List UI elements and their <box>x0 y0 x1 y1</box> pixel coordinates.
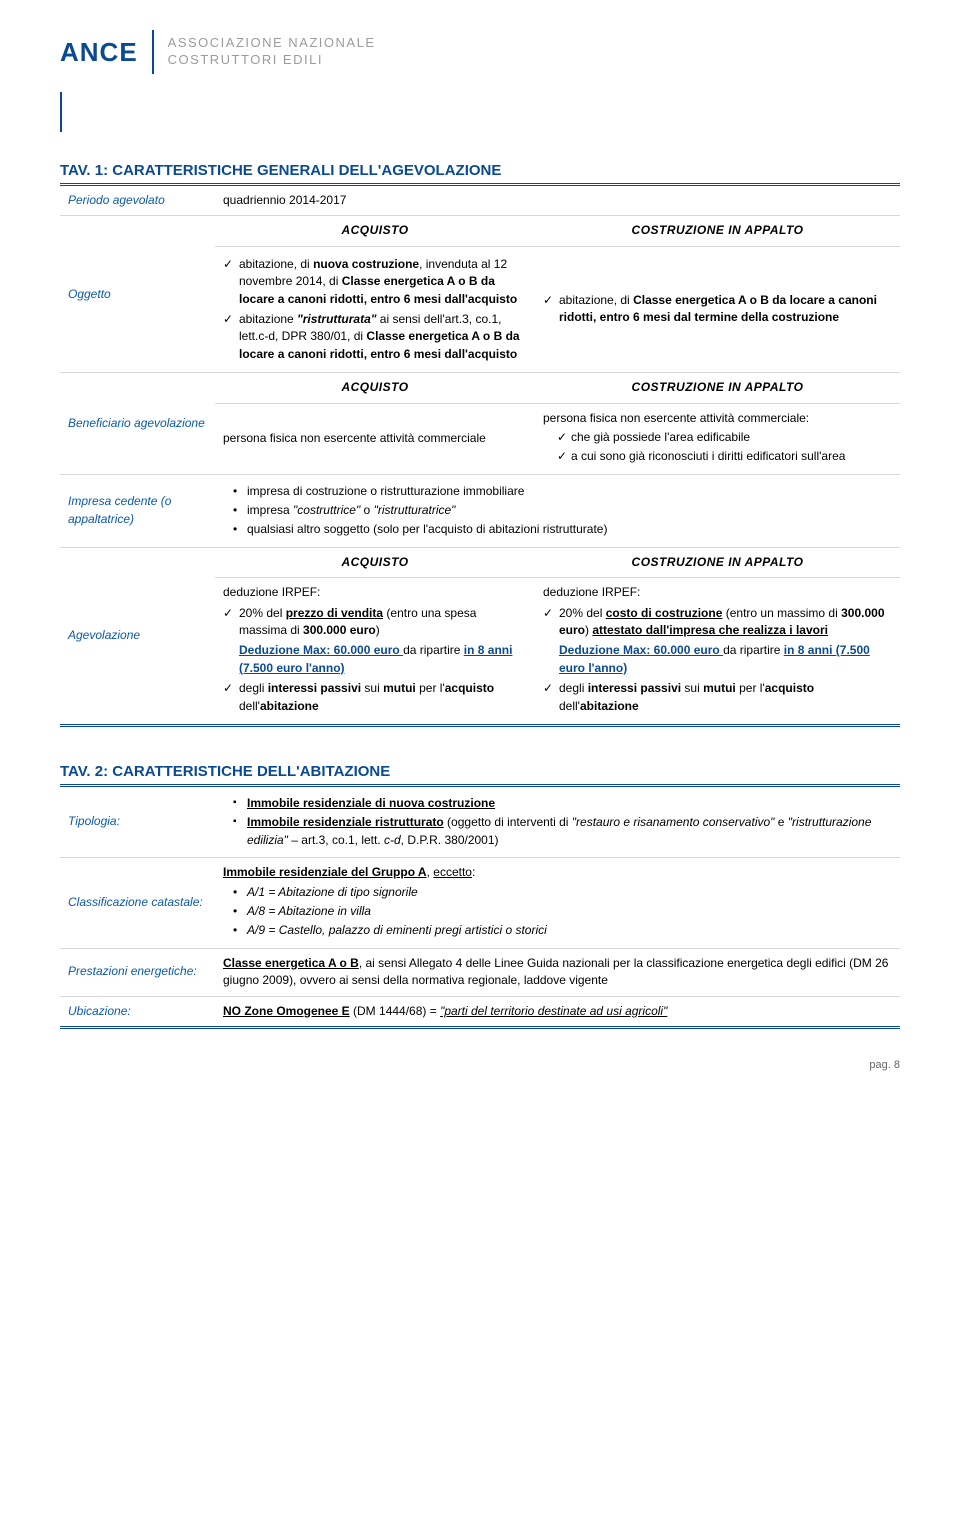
tav1-table: Periodo agevolato quadriennio 2014-2017 … <box>60 183 900 727</box>
brand-header: ANCE ASSOCIAZIONE NAZIONALE COSTRUTTORI … <box>60 0 900 84</box>
beneficiario-label: Beneficiario agevolazione <box>60 373 215 475</box>
classificazione-label: Classificazione catastale: <box>60 858 215 949</box>
periodo-value: quadriennio 2014-2017 <box>215 185 900 216</box>
agevolazione-right: deduzione IRPEF: 20% del costo di costru… <box>535 578 900 726</box>
impresa-list: impresa di costruzione o ristrutturazion… <box>215 474 900 547</box>
impresa-label: Impresa cedente (o appaltatrice) <box>60 474 215 547</box>
costruzione-head-2: COSTRUZIONE IN APPALTO <box>535 373 900 403</box>
oggetto-acquisto: abitazione, di nuova costruzione, invend… <box>215 246 535 372</box>
beneficiario-right: persona fisica non esercente attività co… <box>535 403 900 474</box>
tipologia-label: Tipologia: <box>60 785 215 857</box>
prestazioni-content: Classe energetica A o B, ai sensi Allega… <box>215 948 900 996</box>
costruzione-head-1: COSTRUZIONE IN APPALTO <box>535 216 900 246</box>
tav1-title: TAV. 1: CARATTERISTICHE GENERALI DELL'AG… <box>60 162 900 179</box>
ubicazione-label: Ubicazione: <box>60 996 215 1027</box>
brand-subtitle: ASSOCIAZIONE NAZIONALE COSTRUTTORI EDILI <box>168 35 376 69</box>
tav2-title: TAV. 2: CARATTERISTICHE DELL'ABITAZIONE <box>60 763 900 780</box>
decorative-bar <box>60 92 62 132</box>
periodo-label: Periodo agevolato <box>60 185 215 216</box>
oggetto-label: Oggetto <box>60 216 215 373</box>
ubicazione-content: NO Zone Omogenee E (DM 1444/68) = "parti… <box>215 996 900 1027</box>
tav2-table: Tipologia: Immobile residenziale di nuov… <box>60 784 900 1029</box>
agevolazione-label: Agevolazione <box>60 547 215 725</box>
tipologia-content: Immobile residenziale di nuova costruzio… <box>215 785 900 857</box>
agevolazione-left: deduzione IRPEF: 20% del prezzo di vendi… <box>215 578 535 726</box>
beneficiario-left: persona fisica non esercente attività co… <box>215 403 535 474</box>
brand-divider <box>152 30 154 74</box>
acquisto-head-1: ACQUISTO <box>215 216 535 246</box>
prestazioni-label: Prestazioni energetiche: <box>60 948 215 996</box>
costruzione-head-3: COSTRUZIONE IN APPALTO <box>535 547 900 577</box>
oggetto-costruzione: abitazione, di Classe energetica A o B d… <box>535 246 900 372</box>
page-number: pag. 8 <box>60 1059 900 1071</box>
brand-name: ANCE <box>60 37 138 68</box>
acquisto-head-2: ACQUISTO <box>215 373 535 403</box>
acquisto-head-3: ACQUISTO <box>215 547 535 577</box>
classificazione-content: Immobile residenziale del Gruppo A, ecce… <box>215 858 900 949</box>
